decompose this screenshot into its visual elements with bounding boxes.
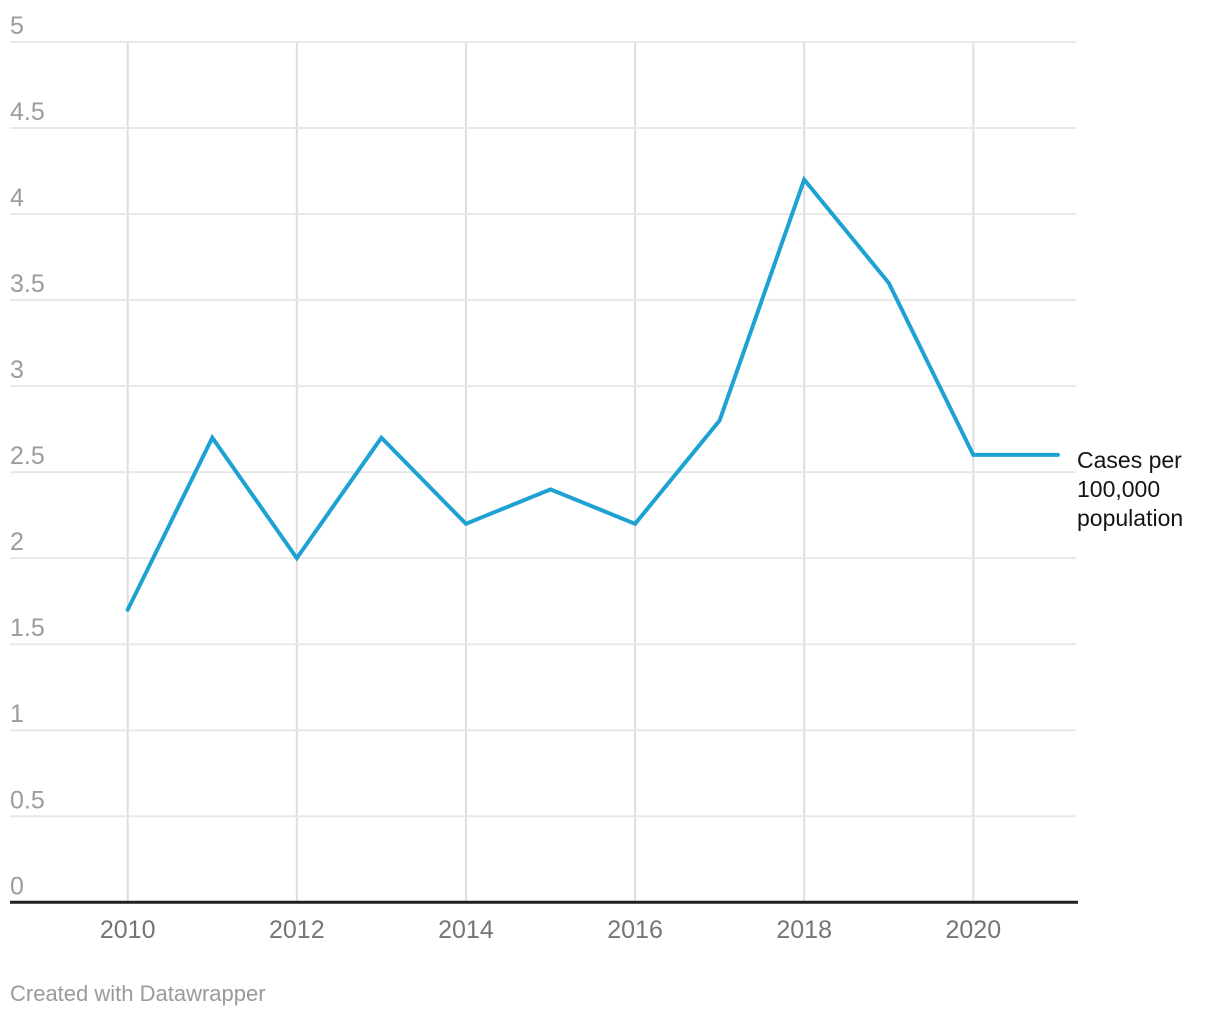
y-tick-label: 1	[10, 700, 24, 728]
series-label-line: Cases per	[1077, 447, 1182, 473]
x-tick-label: 2018	[776, 916, 832, 944]
y-tick-label: 0	[10, 872, 24, 900]
series-label-line: 100,000	[1077, 476, 1161, 502]
x-tick-label: 2014	[438, 916, 494, 944]
series-label: Cases per 100,000 population	[1077, 446, 1212, 533]
data-line	[125, 175, 1060, 612]
y-tick-label: 3	[10, 356, 24, 384]
y-tick-label: 4.5	[10, 98, 45, 126]
y-tick-label: 5	[10, 12, 24, 40]
y-tick-label: 2.5	[10, 442, 45, 470]
series-label-line: population	[1077, 505, 1184, 531]
y-tick-label: 3.5	[10, 270, 45, 298]
datawrapper-credit-label: Created with Datawrapper	[10, 981, 266, 1006]
x-tick-label: 2012	[269, 916, 325, 944]
y-tick-label: 0.5	[10, 786, 45, 814]
x-tick-label: 2010	[100, 916, 156, 944]
y-tick-label: 4	[10, 184, 24, 212]
x-tick-label: 2020	[945, 916, 1001, 944]
x-tick-label: 2016	[607, 916, 663, 944]
y-tick-label: 1.5	[10, 614, 45, 642]
y-tick-label: 2	[10, 528, 24, 556]
